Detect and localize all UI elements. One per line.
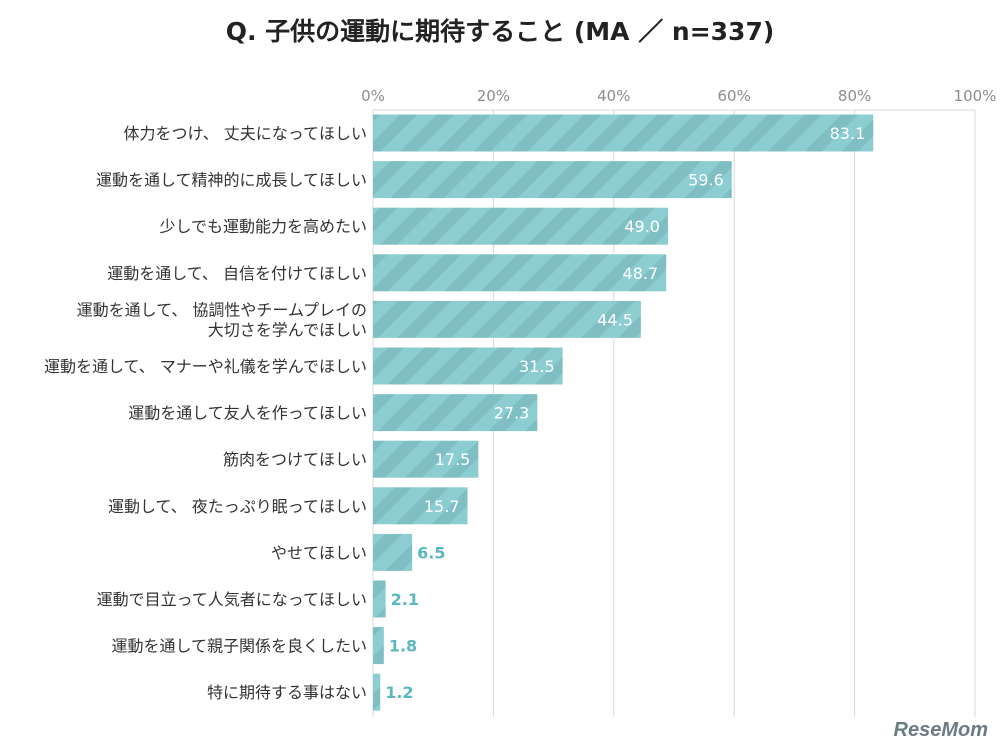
value-label: 17.5 xyxy=(435,450,471,469)
category-label: 運動を通して、 協調性やチームプレイの大切さを学んでほしい xyxy=(77,300,367,339)
bar xyxy=(373,207,668,245)
value-label: 1.2 xyxy=(385,683,413,702)
resemom-watermark-logo: ReseMom xyxy=(893,719,988,741)
x-tick-label: 20% xyxy=(477,87,510,105)
value-label: 1.8 xyxy=(389,637,417,656)
category-label: 運動で目立って人気者になってほしい xyxy=(97,590,367,609)
category-label: やせてほしい xyxy=(271,543,367,562)
x-tick-label: 100% xyxy=(954,87,997,105)
bar xyxy=(373,440,479,478)
value-label: 83.1 xyxy=(830,124,866,143)
value-label: 59.6 xyxy=(688,171,724,190)
value-label: 48.7 xyxy=(623,264,659,283)
bar xyxy=(373,673,381,711)
bar xyxy=(373,347,563,385)
category-label: 体力をつけ、 丈夫になってほしい xyxy=(124,124,368,143)
category-label: 運動を通して精神的に成長してほしい xyxy=(96,171,367,190)
value-label: 27.3 xyxy=(494,404,530,423)
bar xyxy=(373,114,874,152)
category-label: 筋肉をつけてほしい xyxy=(223,450,367,469)
category-label: 運動を通して親子関係を良くしたい xyxy=(111,637,367,656)
bar xyxy=(373,580,386,618)
bar xyxy=(373,300,641,338)
bar xyxy=(373,627,384,665)
category-label: 運動を通して友人を作ってほしい xyxy=(128,404,367,423)
category-label: 運動を通して、 自信を付けてほしい xyxy=(107,264,367,283)
bar xyxy=(373,533,413,571)
x-tick-label: 60% xyxy=(718,87,751,105)
category-label: 運動して、 夜たっぷり眠ってほしい xyxy=(108,497,367,516)
x-tick-label: 80% xyxy=(838,87,871,105)
chart-title: Q. 子供の運動に期待すること (MA ／ n=337) xyxy=(225,17,775,46)
bar xyxy=(373,487,468,525)
value-label: 31.5 xyxy=(519,357,555,376)
x-tick-label: 40% xyxy=(597,87,630,105)
value-label: 44.5 xyxy=(597,310,633,329)
x-tick-label: 0% xyxy=(361,87,385,105)
category-label: 特に期待する事はない xyxy=(207,683,367,702)
value-label: 6.5 xyxy=(417,543,445,562)
bar xyxy=(373,254,667,292)
value-label: 15.7 xyxy=(424,497,460,516)
value-label: 2.1 xyxy=(391,590,419,609)
bar xyxy=(373,161,732,199)
value-label: 49.0 xyxy=(624,217,660,236)
category-label: 少しでも運動能力を高めたい xyxy=(159,217,367,236)
bar xyxy=(373,394,538,432)
category-label: 運動を通して、 マナーや礼儀を学んでほしい xyxy=(44,357,367,376)
